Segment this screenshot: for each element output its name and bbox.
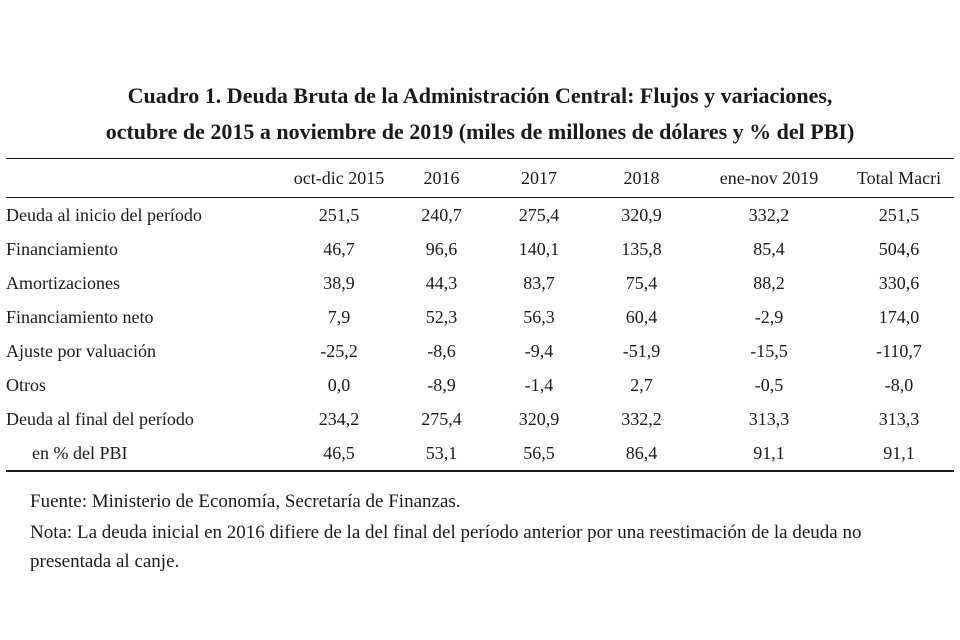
- value-cell: 313,3: [878, 408, 920, 429]
- row-label: en % del PBI: [32, 442, 128, 463]
- value-cell: -15,5: [750, 340, 788, 361]
- value-cell: 44,3: [425, 272, 458, 293]
- value-cell: 86,4: [625, 442, 658, 463]
- table-row: en % del PBI 46,5 53,1 56,5 86,4 91,1 91,1: [6, 436, 954, 471]
- column-header: 2018: [623, 167, 660, 188]
- value-cell: 56,5: [523, 442, 555, 463]
- value-cell: 135,8: [621, 238, 662, 259]
- row-label: Deuda al inicio del período: [6, 204, 202, 225]
- row-label: Deuda al final del período: [6, 408, 194, 429]
- table-row: Deuda al inicio del período 251,5 240,7 275…: [6, 198, 954, 233]
- row-label: Financiamiento: [6, 238, 118, 259]
- value-cell: 2,7: [630, 374, 653, 395]
- value-cell: 251,5: [318, 204, 360, 225]
- table-title: Cuadro 1. Deuda Bruta de la Administraci…: [0, 78, 960, 150]
- value-cell: -0,5: [754, 374, 784, 395]
- column-header: Total Macri: [856, 167, 942, 188]
- row-label: Financiamiento neto: [6, 306, 154, 327]
- table-row: Financiamiento neto 7,9 52,3 56,3 60,4 -2,9 17…: [6, 300, 954, 334]
- column-header: 2016: [423, 167, 460, 188]
- value-cell: 320,9: [518, 408, 560, 429]
- value-cell: 88,2: [753, 272, 785, 293]
- value-cell: -51,9: [622, 340, 661, 361]
- source-note: Fuente: Ministerio de Economía, Secretar…: [30, 491, 461, 512]
- value-cell: -25,2: [320, 340, 358, 361]
- value-cell: 53,1: [425, 442, 458, 463]
- table-row: Financiamiento 46,7 96,6 140,1 135,8 85,4 504,…: [6, 232, 954, 266]
- value-cell: 0,0: [327, 374, 351, 395]
- value-cell: 46,5: [323, 442, 355, 463]
- value-cell: -2,9: [754, 306, 784, 327]
- value-cell: 7,9: [327, 306, 351, 327]
- table-title-line1: Cuadro 1. Deuda Bruta de la Administraci…: [127, 83, 833, 108]
- value-cell: 251,5: [878, 204, 920, 225]
- value-cell: -8,9: [427, 374, 456, 395]
- value-cell: -1,4: [524, 374, 554, 395]
- value-cell: -9,4: [524, 340, 554, 361]
- value-cell: -8,6: [427, 340, 456, 361]
- header-row: oct-dic 2015 2016 2017 2018 ene-nov 2019 Tota…: [6, 159, 954, 198]
- row-label: Ajuste por valuación: [6, 340, 156, 361]
- table-row: Amortizaciones 38,9 44,3 83,7 75,4 88,2 330,6: [6, 266, 954, 300]
- row-label: Otros: [6, 374, 46, 395]
- table-title-line2: octubre de 2015 a noviembre de 2019 (mil…: [105, 119, 855, 144]
- table-notes: Fuente: Ministerio de Economía, Secretar…: [30, 487, 930, 576]
- value-cell: 332,2: [621, 408, 662, 429]
- value-cell: 275,4: [421, 408, 462, 429]
- table-row: Otros 0,0 -8,9 -1,4 2,7 -0,5 -8,0: [6, 368, 954, 402]
- value-cell: 320,9: [621, 204, 662, 225]
- table-row: Deuda al final del período 234,2 275,4 320,…: [6, 402, 954, 436]
- table-row: Ajuste por valuación -25,2 -8,6 -9,4 -51,9 -1…: [6, 334, 954, 368]
- value-cell: -8,0: [884, 374, 914, 395]
- value-cell: 56,3: [523, 306, 555, 327]
- row-label: Amortizaciones: [6, 272, 120, 293]
- value-cell: 234,2: [318, 408, 360, 429]
- column-header: oct-dic 2015: [293, 167, 385, 188]
- value-cell: 60,4: [625, 306, 658, 327]
- column-header: ene-nov 2019: [719, 167, 819, 188]
- value-cell: 330,6: [878, 272, 920, 293]
- value-cell: 83,7: [523, 272, 555, 293]
- value-cell: 91,1: [753, 442, 785, 463]
- value-cell: 504,6: [878, 238, 920, 259]
- value-cell: 91,1: [883, 442, 915, 463]
- value-cell: 38,9: [323, 272, 355, 293]
- value-cell: 332,2: [748, 204, 790, 225]
- value-cell: 313,3: [748, 408, 790, 429]
- footnote: Nota: La deuda inicial en 2016 difiere d…: [30, 522, 862, 572]
- value-cell: 52,3: [425, 306, 458, 327]
- debt-flows-table: oct-dic 2015 2016 2017 2018 ene-nov 2019 Tota…: [6, 158, 954, 472]
- value-cell: 75,4: [625, 272, 658, 293]
- value-cell: 240,7: [421, 204, 462, 225]
- value-cell: 46,7: [323, 238, 355, 259]
- value-cell: 96,6: [425, 238, 458, 259]
- header-cell-empty: [6, 159, 284, 198]
- value-cell: 174,0: [878, 306, 920, 327]
- value-cell: 275,4: [518, 204, 560, 225]
- table-body: Deuda al inicio del período 251,5 240,7 275…: [6, 198, 954, 472]
- value-cell: -110,7: [876, 340, 922, 361]
- column-header: 2017: [521, 167, 557, 188]
- value-cell: 140,1: [518, 238, 560, 259]
- value-cell: 85,4: [753, 238, 785, 259]
